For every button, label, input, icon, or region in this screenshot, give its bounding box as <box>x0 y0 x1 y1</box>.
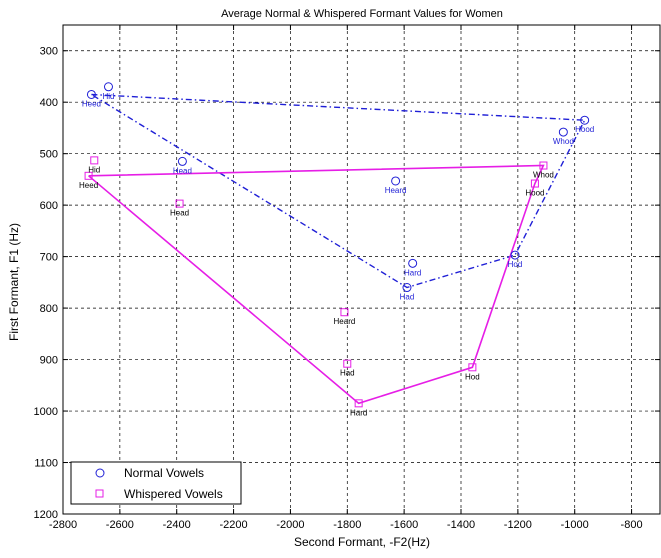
whispered-vowel-label: Hard <box>350 408 367 417</box>
normal-vowel-marker <box>580 115 590 125</box>
whispered-vowel-marker <box>539 161 548 170</box>
whispered-vowel-label: Whod <box>533 171 554 180</box>
whispered-vowel-label: Heard <box>334 317 356 326</box>
x-tick-label: -2000 <box>276 519 304 531</box>
legend-whispered-marker <box>95 489 104 498</box>
x-tick-label: -800 <box>621 519 643 531</box>
normal-vowel-marker <box>408 258 418 268</box>
y-tick-label: 900 <box>40 355 58 367</box>
whispered-vowel-label: Heed <box>79 181 98 190</box>
whispered-vowel-marker <box>530 179 539 188</box>
normal-vowel-label: Hood <box>575 125 594 134</box>
x-tick-label: -2400 <box>163 519 191 531</box>
y-tick-label: 800 <box>40 303 58 315</box>
whispered-vowel-marker <box>175 199 184 208</box>
normal-vowel-label: Whod <box>553 137 574 146</box>
whispered-vowel-label: Head <box>170 209 189 218</box>
normal-vowel-label: Hid <box>102 92 114 101</box>
vowel-labels: HidHeedHeadHeardHardHadHodWhodHoodHidHee… <box>79 92 594 418</box>
whispered-vowel-marker <box>343 359 352 368</box>
normal-vowel-label: Heard <box>385 186 407 195</box>
normal-vowel-label: Heed <box>82 99 101 108</box>
x-axis-label: Second Formant, -F2(Hz) <box>294 535 430 549</box>
normal-vowels-outline <box>91 93 586 289</box>
chart-title: Average Normal & Whispered Formant Value… <box>221 8 503 20</box>
whispered-vowel-label: Hood <box>525 189 544 198</box>
x-tick-label: -1400 <box>447 519 475 531</box>
normal-vowel-label: Hard <box>404 268 421 277</box>
whispered-vowel-label: Hid <box>88 165 100 174</box>
normal-vowel-label: Had <box>400 293 415 302</box>
legend-normal-marker <box>95 468 105 478</box>
y-tick-label: 700 <box>40 252 58 264</box>
whispered-vowel-marker <box>340 308 349 317</box>
normal-vowel-marker <box>391 176 401 186</box>
whispered-vowel-marker <box>84 171 93 180</box>
x-tick-label: -1800 <box>333 519 361 531</box>
x-tick-label: -1200 <box>504 519 532 531</box>
whispered-vowels-outline <box>88 164 545 405</box>
y-tick-label: 300 <box>40 46 58 58</box>
plot-frame <box>62 24 661 515</box>
y-tick-label: 1100 <box>34 458 58 470</box>
data-markers <box>84 82 590 408</box>
legend-whispered-label: Whispered Vowels <box>124 487 223 501</box>
whispered-vowel-marker <box>468 363 477 372</box>
legend-normal-label: Normal Vowels <box>124 466 204 480</box>
normal-vowel-marker <box>177 156 187 166</box>
y-tick-label: 400 <box>40 97 58 109</box>
normal-vowel-marker <box>86 89 96 99</box>
y-axis-label: First Formant, F1 (Hz) <box>7 223 21 341</box>
whispered-vowel-marker <box>354 399 363 408</box>
normal-vowel-label: Hod <box>508 260 523 269</box>
series-outlines <box>88 93 586 405</box>
whispered-vowel-marker <box>90 156 99 165</box>
axis-ticks: -2800 -2600 -2400 -2200 -2000 -1800 -1600 -1400… <box>34 25 660 531</box>
y-tick-label: 500 <box>40 149 58 161</box>
x-tick-label: -2600 <box>106 519 134 531</box>
whispered-vowel-label: Hod <box>465 372 480 381</box>
normal-vowel-marker <box>103 82 113 92</box>
normal-vowel-marker <box>402 283 412 293</box>
normal-vowel-marker <box>558 127 568 137</box>
normal-vowel-marker <box>510 250 520 260</box>
x-tick-label: -2800 <box>49 519 77 531</box>
y-tick-label: 1000 <box>34 406 58 418</box>
x-tick-label: -1600 <box>390 519 418 531</box>
y-tick-label: 600 <box>40 200 58 212</box>
x-tick-label: -2200 <box>220 519 248 531</box>
normal-vowel-label: Head <box>173 166 192 175</box>
x-tick-label: -1000 <box>561 519 589 531</box>
legend: Normal Vowels Whispered Vowels <box>70 461 242 505</box>
grid-lines <box>63 25 660 514</box>
whispered-vowel-label: Had <box>340 369 355 378</box>
y-tick-label: 1200 <box>34 509 58 521</box>
